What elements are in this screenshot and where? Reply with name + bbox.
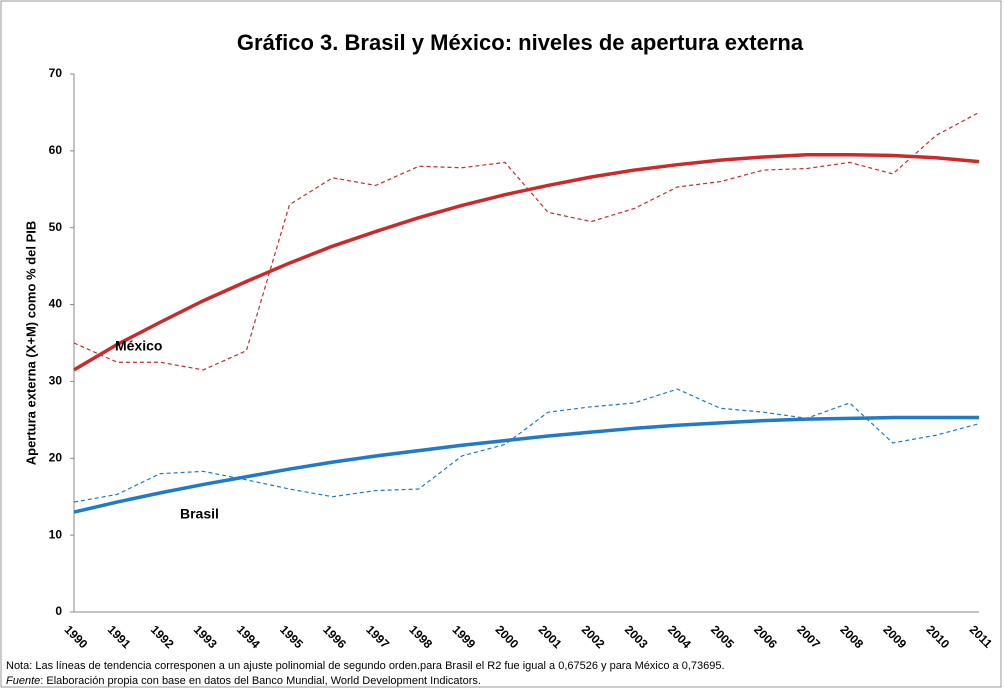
source-text: : Elaboración propia con base en datos d… <box>40 675 481 687</box>
data-line <box>73 388 980 503</box>
series-label: Brasil <box>180 506 219 522</box>
y-tick-label: 10 <box>49 527 63 541</box>
source-label: Fuente <box>6 675 40 687</box>
trend-line <box>73 415 979 514</box>
data-line <box>73 111 980 371</box>
y-tick-label: 50 <box>49 220 63 234</box>
y-tick-label: 30 <box>49 374 63 388</box>
y-axis-label: Apertura externa (X+M) como % del PIB <box>23 221 38 466</box>
chart-title: Gráfico 3. Brasil y México: niveles de a… <box>237 30 804 55</box>
y-tick-label: 70 <box>49 66 63 80</box>
trend-line <box>73 152 980 372</box>
note: Nota: Las líneas de tendencia correspone… <box>6 660 725 672</box>
series-label: México <box>115 338 162 354</box>
source-note: Fuente: Elaboración propia con base en d… <box>6 675 481 687</box>
y-tick-label: 20 <box>49 450 63 464</box>
y-tick-label: 0 <box>55 604 62 618</box>
y-tick-label: 40 <box>49 297 63 311</box>
y-tick-label: 60 <box>49 143 63 157</box>
